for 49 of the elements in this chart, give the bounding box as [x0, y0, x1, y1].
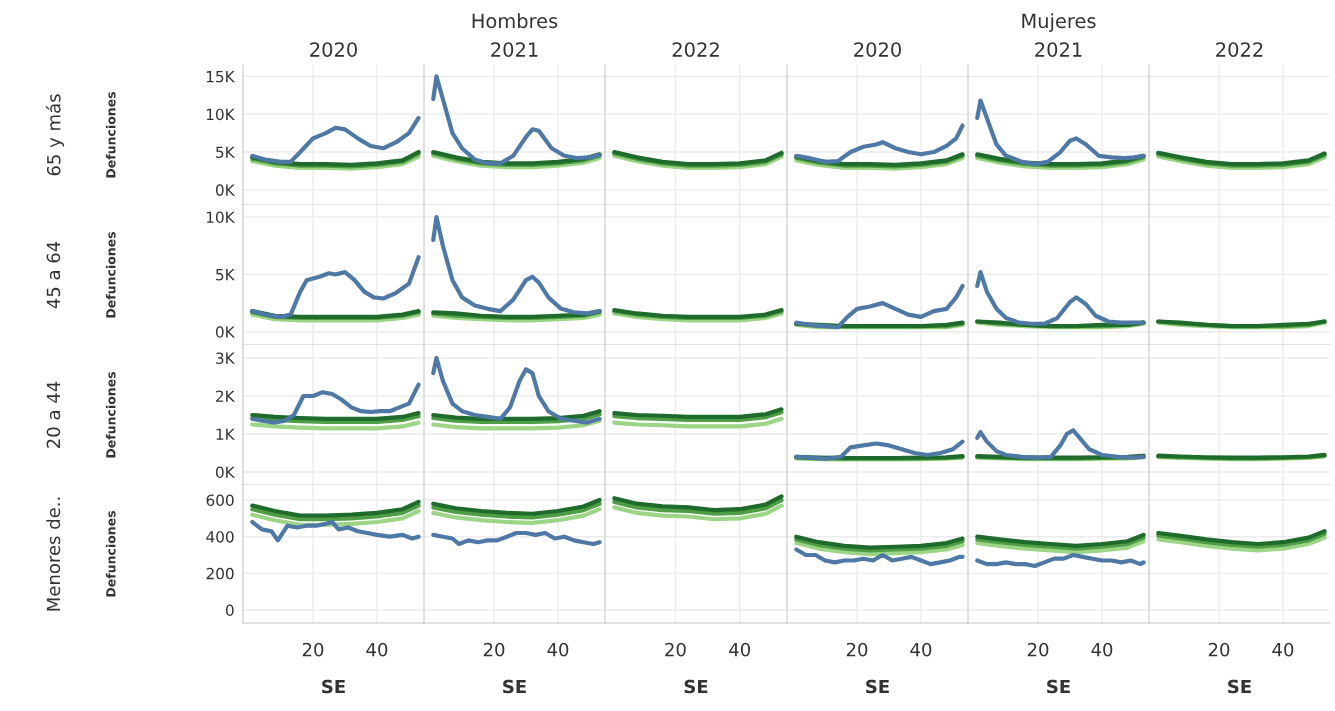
x-axis-title: SE: [866, 679, 889, 694]
y-axis-title: Defunciones: [105, 372, 116, 458]
y-tick-label: 1K: [216, 428, 235, 440]
x-tick-label: 40: [729, 642, 751, 657]
chart-title: 2022: [1216, 42, 1263, 57]
y-tick-label: 10K: [206, 211, 235, 224]
x-tick-label: 20: [846, 642, 868, 657]
chart-subtitle: Mujeres: [1022, 13, 1096, 32]
x-tick-label: 40: [910, 642, 932, 657]
x-tick-label: 20: [1027, 642, 1049, 657]
text: 20 a 44: [46, 381, 61, 448]
text: Menores de..: [46, 497, 61, 611]
x-tick-label: 40: [1091, 642, 1113, 657]
x-axis-title: SE: [684, 679, 708, 694]
chart-title: 2020: [310, 42, 357, 57]
x-tick-label: 20: [302, 642, 324, 657]
chart-title: 2021: [491, 42, 538, 57]
y-tick-label: 0: [225, 604, 234, 617]
x-axis-title: SE: [503, 679, 526, 694]
text: 45 a 64: [46, 241, 61, 309]
y-tick-label: 3K: [216, 352, 235, 364]
y-tick-label: 0K: [215, 326, 235, 338]
x-axis-title: SE: [1047, 679, 1070, 694]
y-axis-title: Defunciones: [105, 232, 116, 318]
x-axis-title: SE: [322, 679, 345, 694]
x-tick-label: 20: [483, 642, 505, 657]
chart-subtitle: Hombres: [472, 13, 558, 29]
x-tick-label: 20: [665, 642, 686, 657]
chart-title: 2022: [672, 42, 719, 57]
y-tick-label: 0K: [215, 466, 235, 479]
y-tick-label: 15K: [206, 71, 235, 83]
y-tick-label: 5K: [216, 146, 235, 159]
x-tick-label: 40: [1272, 642, 1294, 657]
y-tick-label: 5K: [216, 269, 235, 281]
x-axis-title: SE: [1228, 679, 1251, 694]
x-tick-label: 20: [1208, 642, 1230, 657]
x-tick-label: 40: [366, 642, 388, 657]
y-tick-label: 0K: [215, 184, 235, 196]
text: 65 y más: [45, 94, 65, 176]
y-tick-label: 600: [206, 494, 234, 507]
chart-title: 2021: [1035, 42, 1082, 57]
chart-title: 2020: [854, 42, 901, 57]
y-tick-label: 400: [206, 531, 234, 543]
x-tick-label: 40: [547, 642, 569, 657]
y-tick-label: 10K: [206, 108, 235, 121]
y-tick-label: 2K: [216, 390, 235, 402]
y-axis-title: Defunciones: [105, 511, 116, 597]
y-tick-label: 200: [206, 567, 234, 580]
y-axis-title: Defunciones: [105, 92, 116, 178]
